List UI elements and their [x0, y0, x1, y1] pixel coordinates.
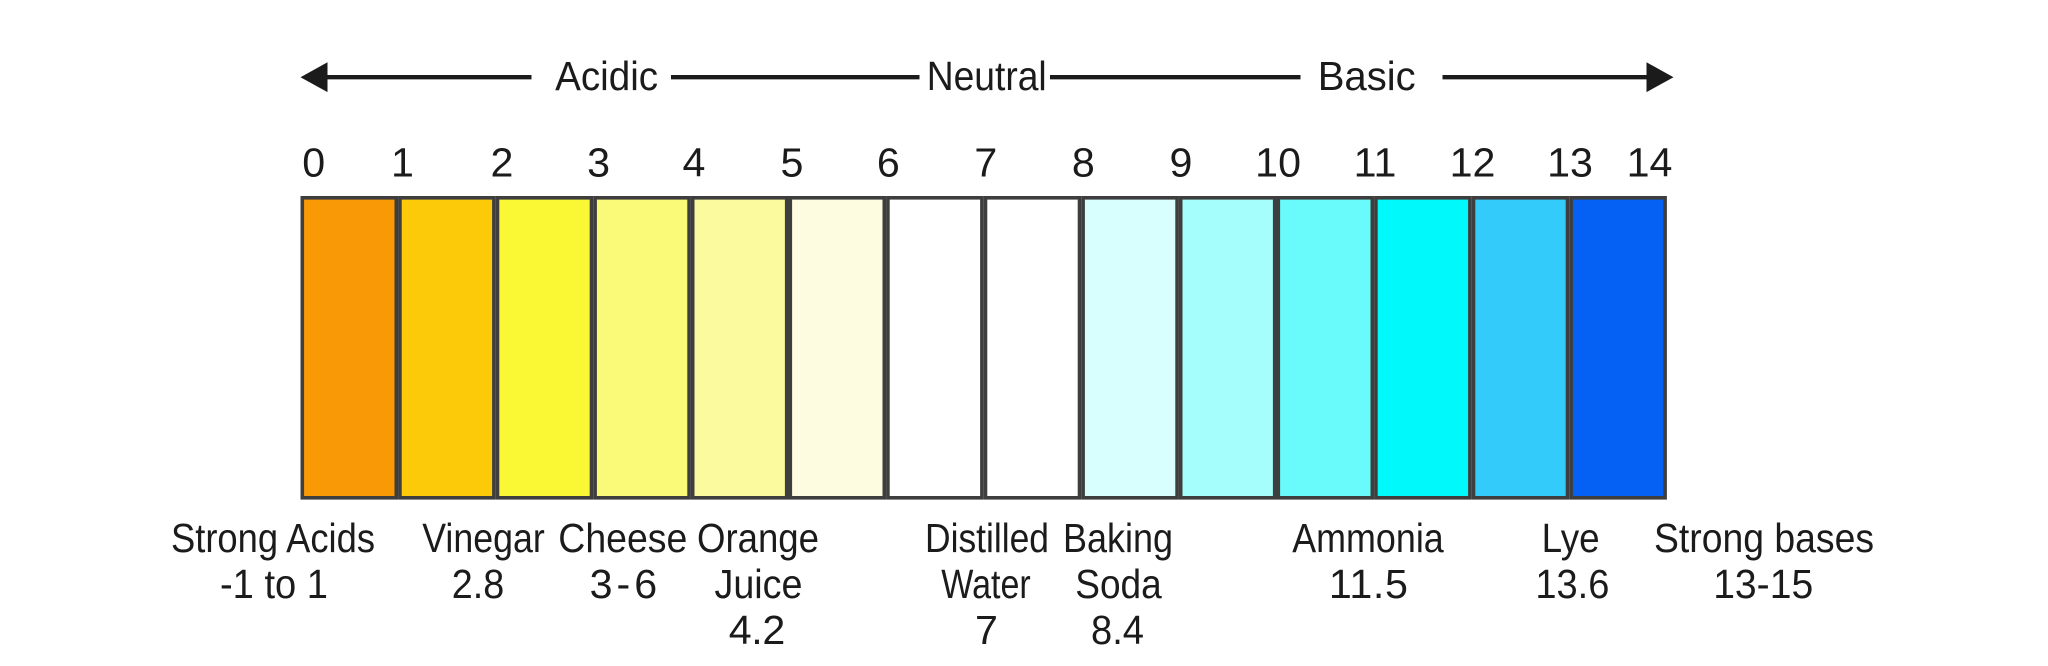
svg-text:Cheese: Cheese — [558, 515, 687, 561]
svg-text:3-6: 3-6 — [590, 561, 658, 607]
svg-text:9: 9 — [1170, 140, 1193, 186]
svg-text:1: 1 — [391, 140, 414, 186]
svg-text:Distilled: Distilled — [925, 515, 1049, 561]
svg-text:4: 4 — [683, 140, 706, 186]
svg-text:Baking: Baking — [1063, 515, 1173, 561]
svg-text:4.2: 4.2 — [729, 607, 786, 653]
svg-text:Ammonia: Ammonia — [1292, 515, 1444, 561]
svg-text:14: 14 — [1627, 140, 1673, 186]
svg-text:3: 3 — [587, 140, 610, 186]
svg-text:11.5: 11.5 — [1329, 561, 1408, 607]
svg-text:Lye: Lye — [1542, 515, 1600, 561]
svg-text:13.6: 13.6 — [1535, 561, 1609, 607]
svg-text:Juice: Juice — [715, 561, 803, 607]
svg-text:8: 8 — [1072, 140, 1095, 186]
svg-text:Strong bases: Strong bases — [1654, 515, 1874, 561]
svg-text:-1 to 1: -1 to 1 — [220, 561, 328, 607]
svg-text:10: 10 — [1255, 140, 1301, 186]
svg-text:Basic: Basic — [1318, 53, 1416, 99]
svg-text:5: 5 — [781, 140, 804, 186]
svg-text:13: 13 — [1547, 140, 1593, 186]
svg-text:Water: Water — [941, 561, 1031, 607]
svg-text:Orange: Orange — [697, 515, 819, 561]
svg-text:2.8: 2.8 — [452, 561, 505, 607]
svg-text:0: 0 — [302, 140, 325, 186]
svg-text:6: 6 — [877, 140, 900, 186]
svg-text:Strong Acids: Strong Acids — [171, 515, 375, 561]
svg-text:13-15: 13-15 — [1713, 561, 1813, 607]
svg-text:2: 2 — [491, 140, 514, 186]
svg-text:Acidic: Acidic — [555, 53, 658, 99]
svg-text:7: 7 — [975, 607, 998, 653]
svg-text:8.4: 8.4 — [1091, 607, 1144, 653]
svg-text:7: 7 — [974, 140, 997, 186]
svg-text:11: 11 — [1354, 140, 1397, 186]
svg-text:Neutral: Neutral — [927, 53, 1047, 99]
svg-text:Soda: Soda — [1075, 561, 1162, 607]
svg-text:Vinegar: Vinegar — [422, 515, 545, 561]
svg-text:12: 12 — [1450, 140, 1496, 186]
